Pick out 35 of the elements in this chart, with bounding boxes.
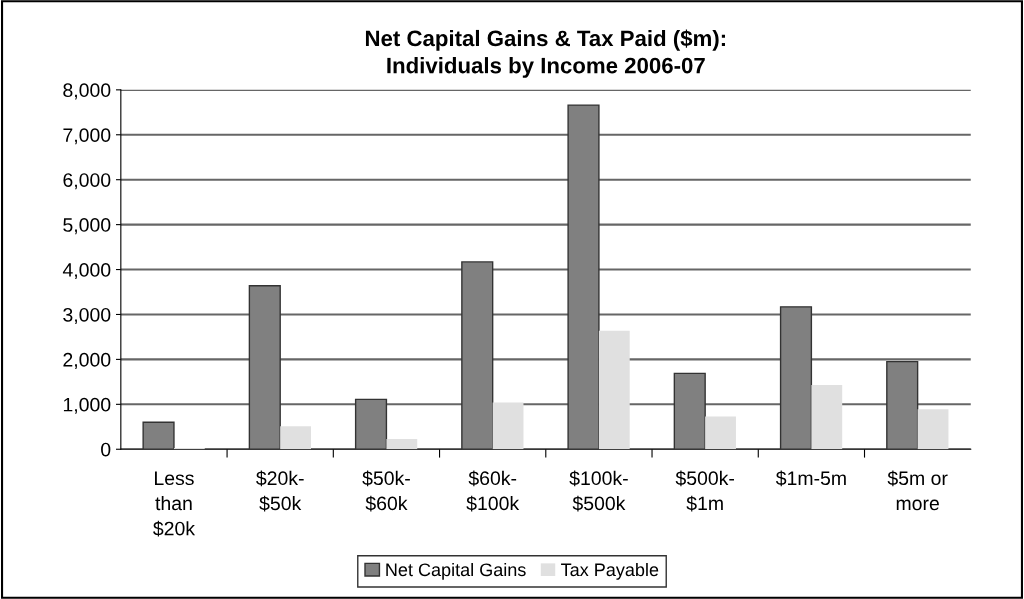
bar	[492, 402, 524, 450]
y-tick-label: 8,000	[63, 83, 111, 100]
bar	[886, 360, 919, 450]
y-tick-label: 0	[101, 442, 111, 457]
bar	[705, 416, 736, 450]
x-tick-label: $5m or more	[887, 470, 948, 511]
y-tick-label: 2,000	[63, 352, 111, 369]
legend-label: Tax Payable	[561, 562, 659, 580]
y-tick-label: 3,000	[63, 307, 111, 325]
x-tick-label: $1m-5m	[775, 470, 846, 487]
y-tick-label: 7,000	[63, 128, 111, 145]
chart-title: Net Capital Gains & Tax Paid ($m): Individuals by Income 2006-07	[365, 29, 725, 78]
bar	[354, 398, 388, 450]
bar	[280, 426, 311, 450]
bar	[811, 385, 843, 450]
x-tick-label: $50k- $60k	[362, 470, 410, 512]
bar	[142, 421, 175, 450]
bar	[779, 306, 813, 450]
y-tick-label: 4,000	[62, 263, 111, 280]
x-tick-label: $20k- $50k	[256, 470, 304, 512]
bar	[567, 104, 600, 450]
y-tick-label: 5,000	[63, 218, 111, 235]
x-tick-label: $500k- $1m	[675, 470, 735, 512]
bar	[673, 372, 706, 450]
x-tick-label: $100k- $500k	[569, 470, 628, 512]
x-tick-label: $60k- $100k	[466, 470, 520, 512]
x-tick-label: Less than $20k	[153, 471, 196, 537]
bar	[598, 330, 630, 450]
y-tick-label: 1,000	[63, 397, 111, 414]
bar	[461, 261, 494, 450]
y-tick-label: 6,000	[63, 173, 111, 190]
bar	[917, 409, 949, 450]
bar	[248, 285, 281, 450]
legend-label: Net Capital Gains	[386, 562, 526, 580]
bar	[386, 438, 418, 450]
